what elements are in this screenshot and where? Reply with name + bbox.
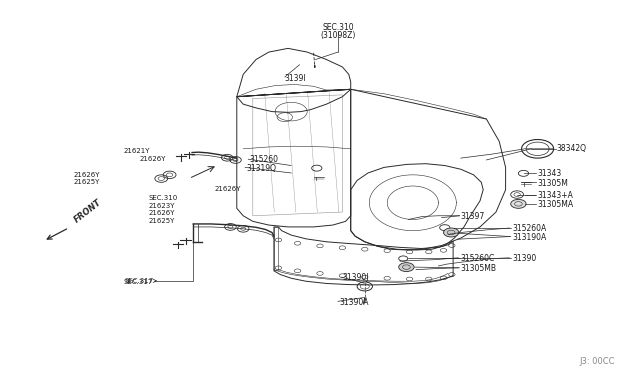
Text: FRONT: FRONT	[72, 198, 103, 225]
Text: 21625Y: 21625Y	[74, 179, 100, 185]
Text: (31098Z): (31098Z)	[320, 31, 356, 40]
Text: SEC.310: SEC.310	[322, 23, 354, 32]
Text: 3139I: 3139I	[285, 74, 307, 83]
Text: 31390J: 31390J	[342, 273, 369, 282]
Text: 315260C: 315260C	[461, 254, 495, 263]
Text: SEC.310: SEC.310	[148, 195, 178, 201]
Text: 21625Y: 21625Y	[148, 218, 175, 224]
Text: 21626Y: 21626Y	[214, 186, 241, 192]
Text: 38342Q: 38342Q	[557, 144, 587, 153]
Text: 31397: 31397	[461, 212, 485, 221]
Text: 31319Q: 31319Q	[246, 164, 276, 173]
Text: 315260: 315260	[250, 155, 278, 164]
Text: 31305MB: 31305MB	[461, 264, 497, 273]
Circle shape	[444, 228, 459, 237]
Text: SEC.317: SEC.317	[124, 279, 153, 285]
Text: 21623Y: 21623Y	[148, 203, 175, 209]
Text: J3: 00CC: J3: 00CC	[579, 357, 614, 366]
Circle shape	[399, 263, 414, 272]
Text: 313190A: 313190A	[512, 233, 547, 242]
Text: 21626Y: 21626Y	[74, 172, 100, 178]
Text: 31305MA: 31305MA	[538, 200, 573, 209]
Text: 315260A: 315260A	[512, 224, 547, 233]
Text: 21621Y: 21621Y	[124, 148, 150, 154]
Circle shape	[511, 199, 526, 208]
Text: 31343+A: 31343+A	[538, 191, 573, 200]
Text: 21626Y: 21626Y	[148, 210, 175, 216]
Text: 31390: 31390	[512, 254, 536, 263]
Text: 21626Y: 21626Y	[140, 156, 166, 162]
Text: 31343: 31343	[538, 169, 562, 178]
Text: SEC.317: SEC.317	[125, 278, 154, 284]
Text: 31305M: 31305M	[538, 179, 568, 188]
Text: 31390A: 31390A	[339, 298, 369, 307]
